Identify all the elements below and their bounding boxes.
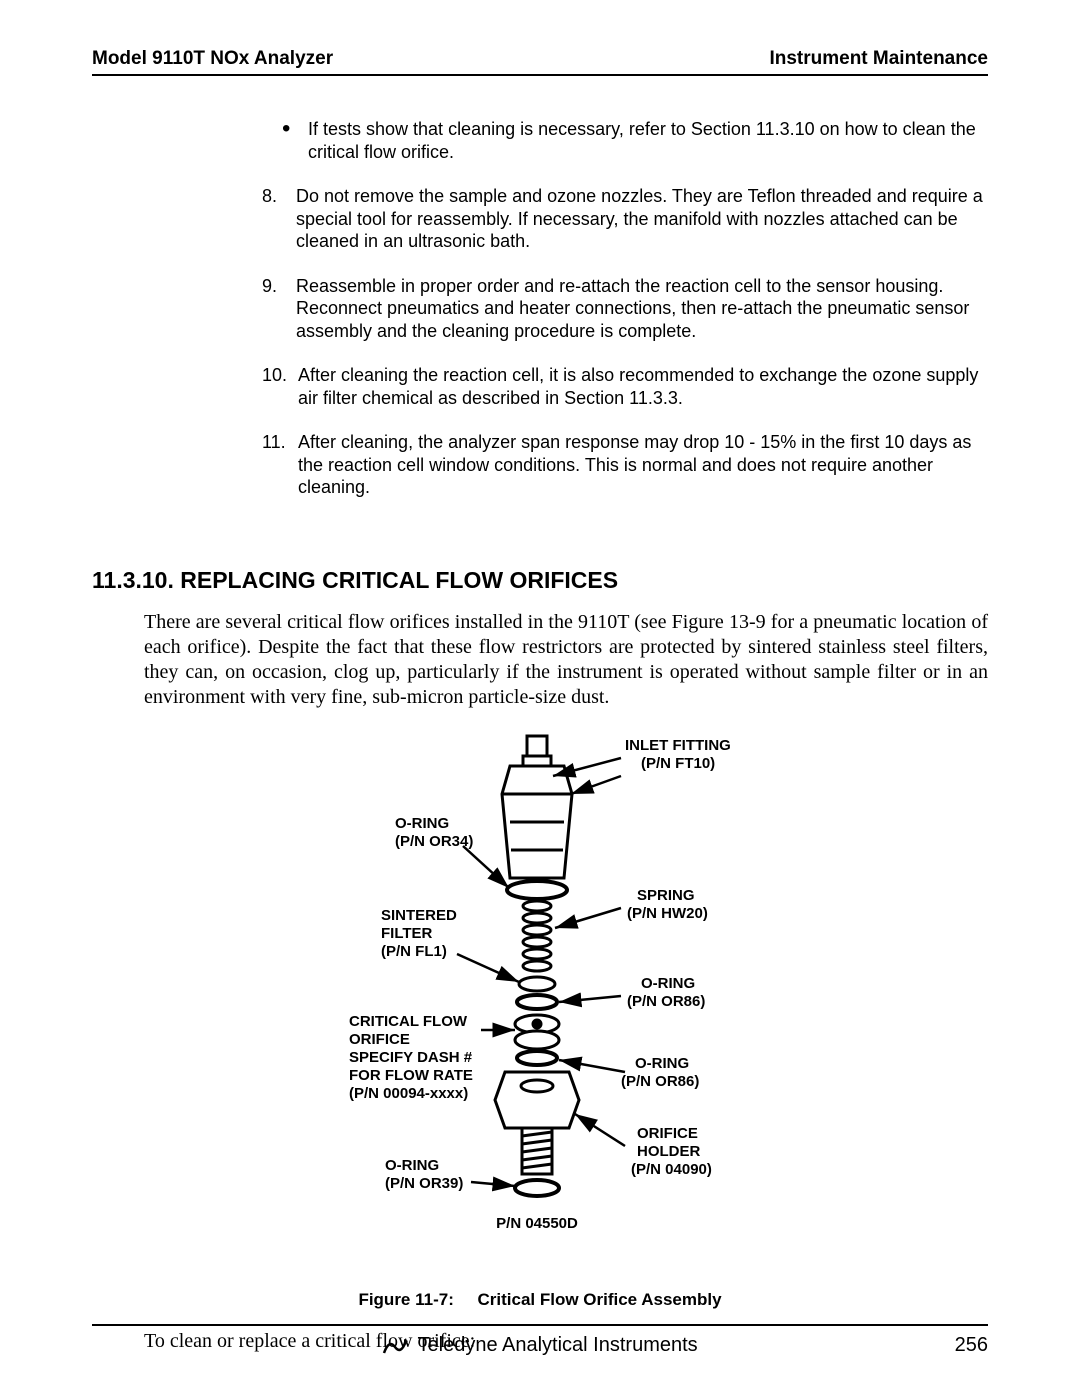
list-item: 8. Do not remove the sample and ozone no… <box>262 185 988 253</box>
label-oring-or86b-l1: O-RING <box>635 1055 689 1072</box>
label-sintered-l2: FILTER <box>381 925 433 942</box>
label-spring-l2: (P/N HW20) <box>627 905 708 922</box>
list-text: Do not remove the sample and ozone nozzl… <box>296 185 988 253</box>
label-inlet-fitting-l1: INLET FITTING <box>625 737 731 754</box>
bullet-icon: • <box>282 118 308 163</box>
label-oring-or39-l1: O-RING <box>385 1157 439 1174</box>
page-footer: Teledyne Analytical Instruments 256 <box>92 1324 988 1357</box>
label-oring-or86a-l2: (P/N OR86) <box>627 993 705 1010</box>
section-title: REPLACING CRITICAL FLOW ORIFICES <box>180 567 618 593</box>
list-number: 8. <box>262 185 296 253</box>
figure-caption-label: Figure 11-7: <box>358 1290 453 1309</box>
label-orifice-holder-l3: (P/N 04090) <box>631 1161 712 1178</box>
list-text: After cleaning the reaction cell, it is … <box>298 364 988 409</box>
label-sintered-l1: SINTERED <box>381 907 457 924</box>
page: Model 9110T NOx Analyzer Instrument Main… <box>0 0 1080 1397</box>
label-cfo-l3: SPECIFY DASH # <box>349 1049 473 1066</box>
continued-list: • If tests show that cleaning is necessa… <box>92 118 988 499</box>
list-number: 10. <box>262 364 298 409</box>
figure: INLET FITTING (P/N FT10) O-RING (P/N OR3… <box>92 728 988 1268</box>
sub-bullet: • If tests show that cleaning is necessa… <box>262 118 988 163</box>
orifice-assembly-diagram: INLET FITTING (P/N FT10) O-RING (P/N OR3… <box>325 728 755 1268</box>
list-item: 10. After cleaning the reaction cell, it… <box>262 364 988 409</box>
header-right: Instrument Maintenance <box>769 48 988 70</box>
list-text: Reassemble in proper order and re-attach… <box>296 275 988 343</box>
label-oring-or39-l2: (P/N OR39) <box>385 1175 463 1192</box>
label-sintered-l3: (P/N FL1) <box>381 943 447 960</box>
label-cfo-l2: ORIFICE <box>349 1031 410 1048</box>
label-spring-l1: SPRING <box>637 887 695 904</box>
section-intro: There are several critical flow orifices… <box>92 610 988 710</box>
footer-company: Teledyne Analytical Instruments <box>418 1334 698 1356</box>
label-cfo-l5: (P/N 00094-xxxx) <box>349 1085 468 1102</box>
figure-caption-text: Critical Flow Orifice Assembly <box>477 1290 721 1309</box>
section-number: 11.3.10. <box>92 567 174 593</box>
label-oring-or86a-l1: O-RING <box>641 975 695 992</box>
label-cfo-l1: CRITICAL FLOW <box>349 1013 468 1030</box>
label-inlet-fitting-l2: (P/N FT10) <box>641 755 715 772</box>
header-left: Model 9110T NOx Analyzer <box>92 48 333 70</box>
page-header: Model 9110T NOx Analyzer Instrument Main… <box>92 48 988 76</box>
footer-center: Teledyne Analytical Instruments <box>92 1334 988 1357</box>
teledyne-logo-icon <box>382 1337 408 1355</box>
figure-caption: Figure 11-7: Critical Flow Orifice Assem… <box>92 1290 988 1310</box>
label-cfo-l4: FOR FLOW RATE <box>349 1067 473 1084</box>
list-number: 11. <box>262 431 298 499</box>
label-oring-or34-l2: (P/N OR34) <box>395 833 473 850</box>
sub-bullet-text: If tests show that cleaning is necessary… <box>308 118 988 163</box>
label-orifice-holder-l1: ORIFICE <box>637 1125 698 1142</box>
label-oring-or34-l1: O-RING <box>395 815 449 832</box>
list-text: After cleaning, the analyzer span respon… <box>298 431 988 499</box>
label-oring-or86b-l2: (P/N OR86) <box>621 1073 699 1090</box>
list-item: 9. Reassemble in proper order and re-att… <box>262 275 988 343</box>
section-heading: 11.3.10. REPLACING CRITICAL FLOW ORIFICE… <box>92 567 988 594</box>
list-number: 9. <box>262 275 296 343</box>
label-orifice-holder-l2: HOLDER <box>637 1143 701 1160</box>
list-item: 11. After cleaning, the analyzer span re… <box>262 431 988 499</box>
figure-bottom-pn: P/N 04550D <box>496 1215 578 1232</box>
